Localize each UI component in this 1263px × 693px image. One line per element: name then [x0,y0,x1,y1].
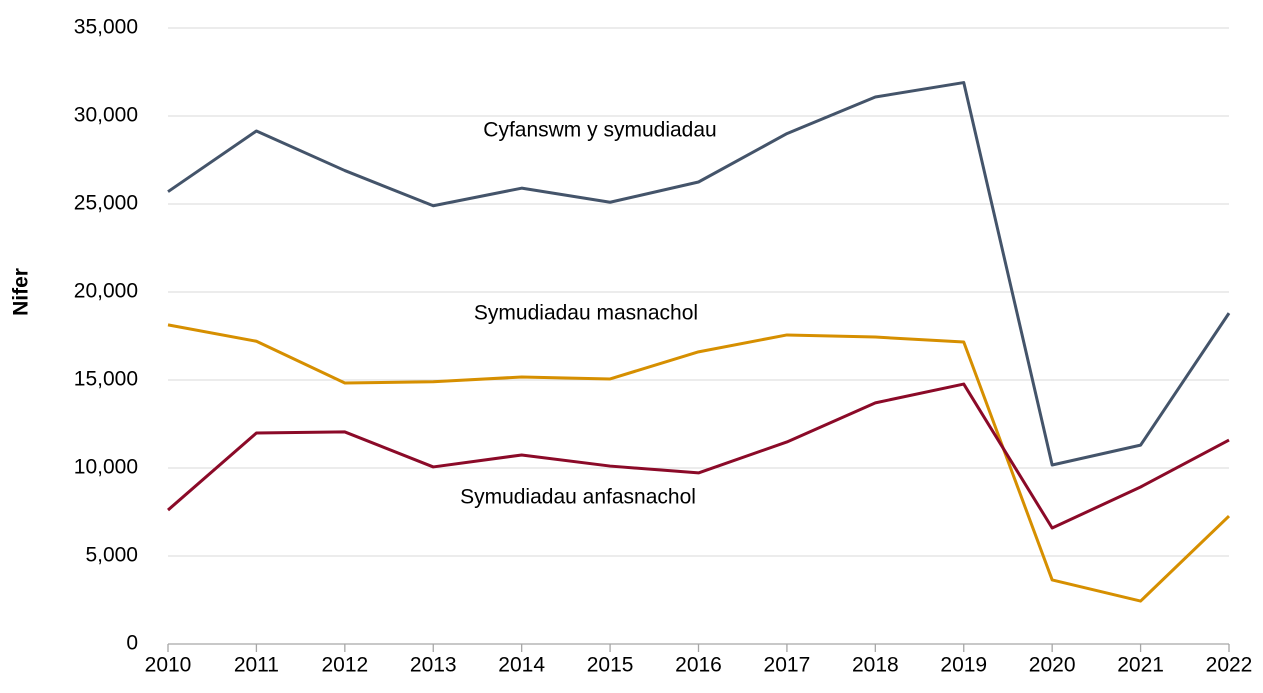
line-series [167,81,1231,467]
x-tick-label: 2010 [145,654,192,677]
y-tick-label: 5,000 [85,544,138,567]
y-tick-label: 10,000 [74,456,138,479]
y-axis-label: Nifer [10,268,33,316]
x-tick-label: 2018 [852,654,899,677]
series-label: Symudiadau masnachol [474,302,698,325]
x-tick-label: 2022 [1206,654,1253,677]
series-label: Cyfanswm y symudiadau [483,119,716,142]
x-tick-label: 2016 [675,654,722,677]
line-series [167,323,1231,603]
y-tick-label: 0 [126,632,138,655]
y-tick-label: 25,000 [74,192,138,215]
x-tick-label: 2014 [498,654,545,677]
x-tick-label: 2015 [587,654,634,677]
line-series [167,382,1230,530]
x-tick-label: 2012 [321,654,368,677]
y-tick-label: 30,000 [74,104,138,127]
y-tick-label: 20,000 [74,280,138,303]
x-tick-label: 2017 [764,654,811,677]
x-tick-label: 2021 [1117,654,1164,677]
x-tick-label: 2013 [410,654,457,677]
x-tick-label: 2019 [940,654,987,677]
y-tick-label: 15,000 [74,368,138,391]
y-tick-label: 35,000 [74,16,138,39]
x-tick-label: 2011 [234,654,279,677]
series-label: Symudiadau anfasnachol [460,486,696,509]
x-tick-label: 2020 [1029,654,1076,677]
